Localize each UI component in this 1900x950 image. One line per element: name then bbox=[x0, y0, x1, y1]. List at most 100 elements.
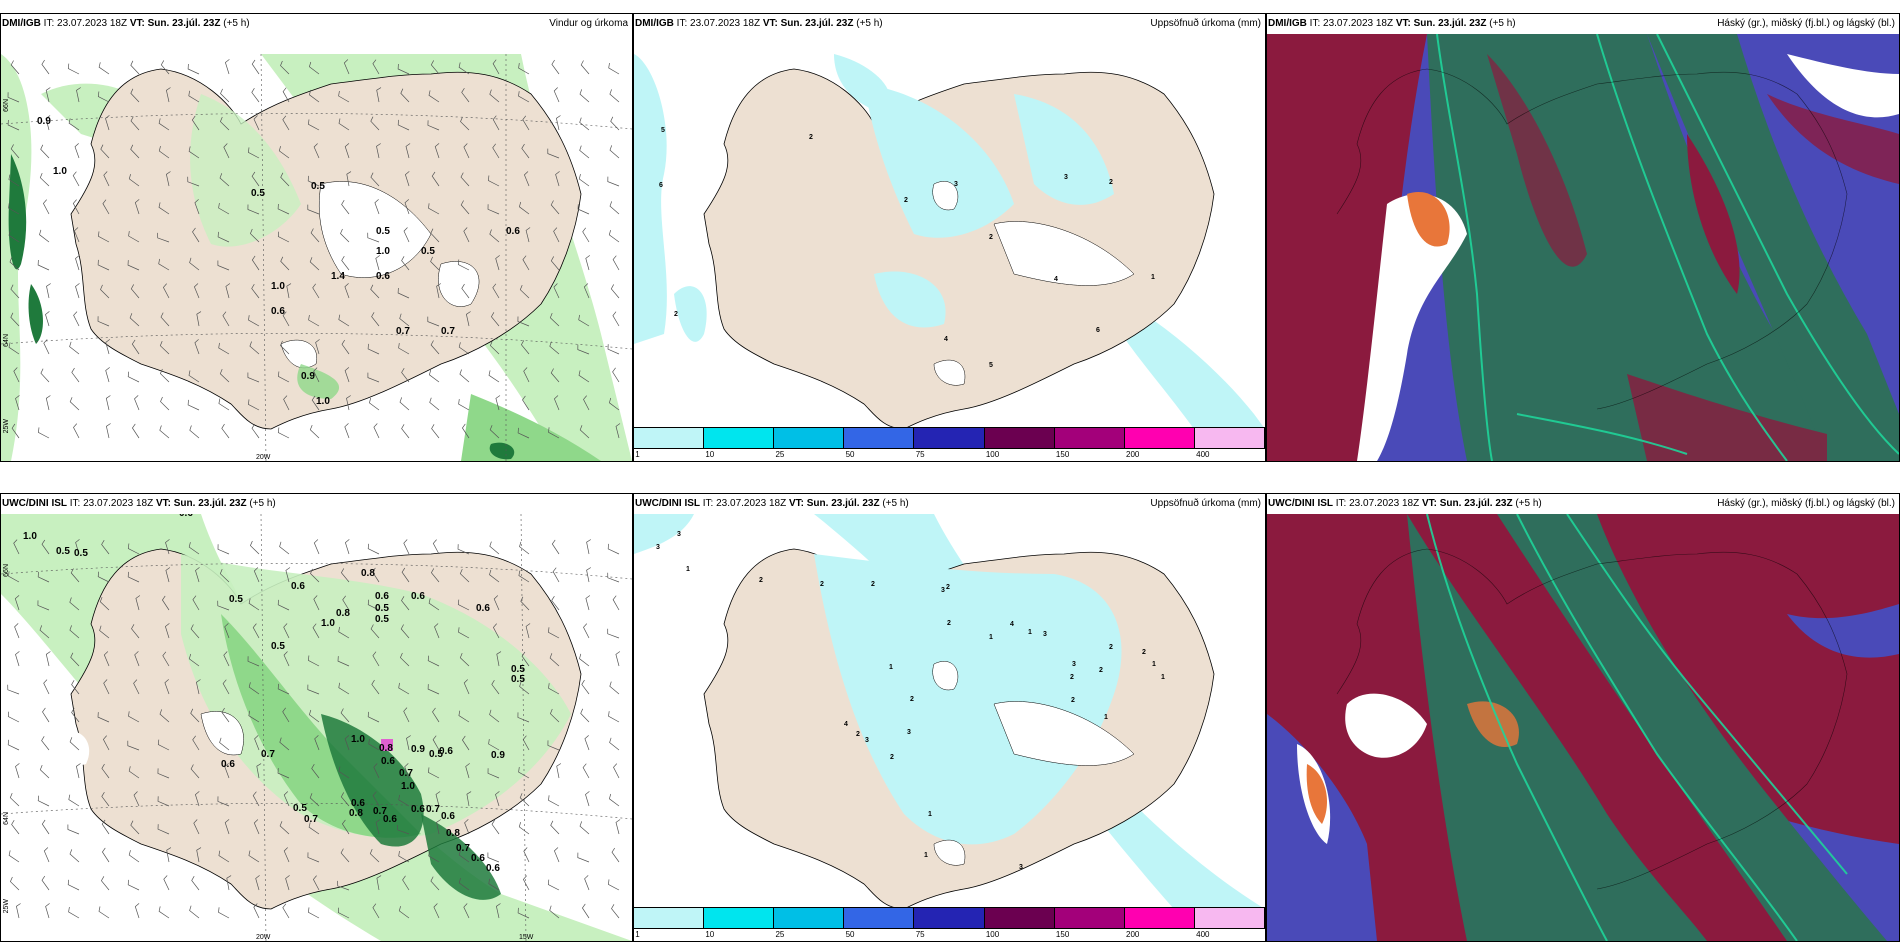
wind-barb bbox=[224, 59, 230, 75]
wind-barb bbox=[461, 735, 470, 751]
panel-header: DMI/IGB IT: 23.07.2023 18Z VT: Sun. 23.j… bbox=[1, 14, 632, 34]
wind-barb bbox=[130, 284, 140, 299]
model-source: UWC/DINI ISL bbox=[635, 498, 700, 509]
wind-barb bbox=[189, 257, 200, 271]
wind-barb bbox=[521, 651, 530, 667]
wind-barb bbox=[401, 256, 410, 271]
panel-header: UWC/DINI ISL IT: 23.07.2023 18Z VT: Sun.… bbox=[1267, 494, 1899, 514]
wind-barb bbox=[190, 764, 200, 779]
wind-barb bbox=[133, 679, 140, 695]
wind-barb bbox=[459, 652, 470, 667]
wind-barb bbox=[226, 875, 232, 891]
wind-barb bbox=[195, 567, 200, 583]
wind-barb bbox=[430, 228, 440, 243]
wind-barb bbox=[341, 200, 350, 215]
wind-barb bbox=[489, 89, 500, 103]
value-label: 0.6 bbox=[439, 746, 453, 757]
wind-barb bbox=[157, 232, 170, 243]
wind-barb bbox=[69, 597, 80, 611]
value-label: 1 bbox=[686, 566, 690, 573]
wind-barb bbox=[404, 199, 410, 215]
wind-barb bbox=[458, 627, 470, 639]
value-label: 1.0 bbox=[23, 531, 37, 542]
value-label: 0.9 bbox=[301, 371, 315, 382]
wind-barb bbox=[517, 712, 530, 723]
value-label: 4 bbox=[1054, 276, 1058, 283]
lat-label-66: 66N bbox=[3, 564, 10, 577]
init-time: 23.07.2023 18Z bbox=[716, 498, 787, 509]
wind-barb bbox=[581, 903, 590, 919]
wind-barb bbox=[519, 541, 530, 555]
wind-barb bbox=[432, 539, 440, 555]
value-label: 1 bbox=[989, 634, 993, 641]
wind-barb bbox=[13, 367, 20, 383]
wind-barb bbox=[397, 63, 410, 75]
wind-barb bbox=[157, 739, 170, 751]
wind-barb bbox=[553, 847, 560, 863]
wind-barb bbox=[403, 539, 410, 555]
wind-barb bbox=[37, 571, 50, 583]
wind-barb bbox=[130, 116, 140, 131]
wind-barb bbox=[105, 367, 110, 383]
lon-label-25: 25W bbox=[3, 419, 10, 434]
vt-label: VT: bbox=[129, 18, 145, 29]
it-label: IT: bbox=[676, 18, 688, 29]
wind-barb bbox=[517, 907, 530, 919]
wind-barb bbox=[427, 120, 440, 131]
wind-barb bbox=[191, 876, 200, 891]
wind-barb bbox=[464, 819, 470, 835]
wind-barb bbox=[578, 370, 590, 383]
wind-barb bbox=[398, 343, 410, 355]
wind-barb bbox=[158, 146, 170, 159]
wind-barb bbox=[105, 395, 111, 411]
wind-barb bbox=[342, 595, 350, 611]
wind-barb bbox=[466, 311, 471, 327]
wind-barb bbox=[376, 875, 382, 891]
value-label: 1.0 bbox=[376, 246, 390, 257]
wind-barb bbox=[519, 201, 530, 215]
wind-barb bbox=[489, 541, 500, 555]
wind-barb bbox=[376, 87, 382, 103]
value-label: 0.7 bbox=[426, 804, 440, 815]
wind-barb bbox=[256, 763, 262, 779]
wind-barb bbox=[11, 820, 20, 835]
wind-barb bbox=[399, 313, 410, 327]
colorbar-segment bbox=[984, 908, 1055, 928]
wind-barb bbox=[429, 397, 440, 411]
wind-barb bbox=[495, 395, 501, 411]
wind-barb bbox=[401, 567, 410, 583]
value-label: 3 bbox=[1019, 864, 1023, 871]
value-label: 3 bbox=[954, 181, 958, 188]
wind-barb bbox=[100, 144, 110, 159]
wind-barb bbox=[278, 146, 290, 159]
colorbar-segment bbox=[1124, 428, 1195, 448]
wind-barb bbox=[489, 709, 500, 723]
valid-time: Sun. 23.júl. 23Z bbox=[147, 18, 221, 29]
wind-barb bbox=[427, 684, 440, 695]
wind-barb bbox=[458, 850, 470, 863]
wind-barb bbox=[398, 682, 410, 695]
wind-barb bbox=[220, 88, 230, 103]
wind-barb bbox=[338, 682, 350, 695]
wind-barb bbox=[283, 847, 290, 863]
wind-barb bbox=[194, 791, 200, 807]
colorbar-tick-label: 25 bbox=[775, 450, 785, 459]
wind-barb bbox=[9, 792, 20, 807]
wind-barb bbox=[282, 311, 290, 327]
wind-barb bbox=[372, 791, 380, 807]
wind-barb bbox=[15, 395, 20, 411]
wind-barb bbox=[344, 283, 350, 299]
wind-barb bbox=[8, 174, 20, 187]
value-label: 0.6 bbox=[506, 226, 520, 237]
wind-barb bbox=[579, 145, 590, 159]
value-label: 0.6 bbox=[351, 798, 365, 809]
wind-barb bbox=[159, 368, 170, 383]
wind-barb bbox=[610, 116, 620, 131]
wind-barb bbox=[131, 624, 140, 639]
wind-barb bbox=[340, 708, 350, 723]
wind-barb bbox=[67, 824, 80, 835]
wind-barb bbox=[166, 847, 172, 863]
wind-barb bbox=[548, 683, 560, 695]
value-label: 0.5 bbox=[421, 246, 435, 257]
wind-barb bbox=[492, 115, 500, 131]
